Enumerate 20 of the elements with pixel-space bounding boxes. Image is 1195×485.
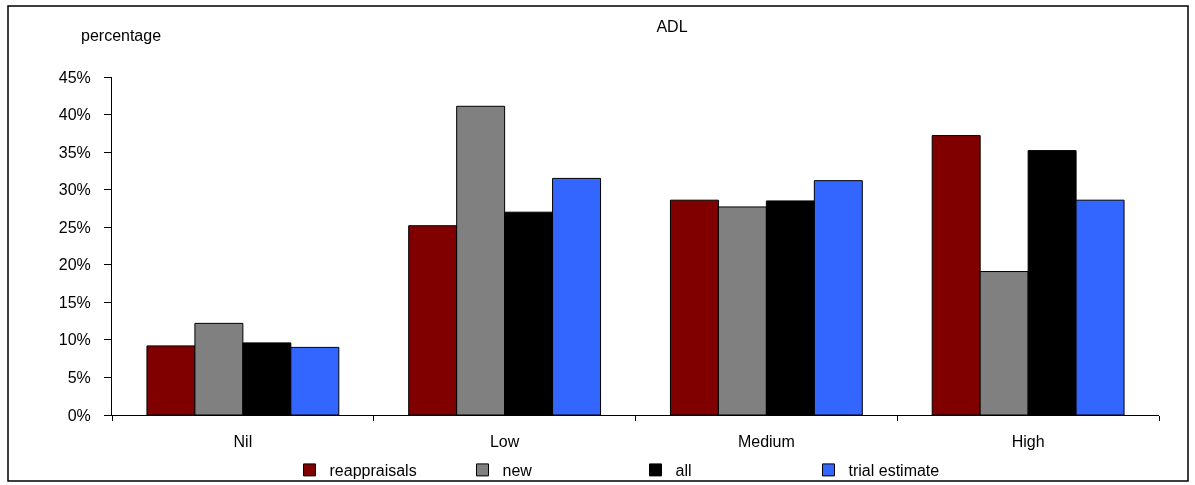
y-tick-label: 30% [58,181,91,199]
y-tick-label: 0% [67,406,91,424]
y-axis-title: percentage [81,27,162,44]
y-tick-label: 5% [67,369,91,387]
legend-label: reappraisals [329,462,417,480]
y-tick-label: 45% [58,68,91,86]
y-tick-label: 10% [58,331,91,349]
chart-title: ADL [656,17,688,35]
x-tick-label: High [1011,433,1045,451]
y-tick-label: 40% [58,106,91,124]
legend-label: new [502,462,533,480]
y-tick-label: 35% [58,143,91,161]
y-tick-label: 25% [58,218,91,236]
legend-label: all [675,462,692,480]
x-tick-label: Medium [737,433,795,451]
y-tick-label: 15% [58,293,91,311]
x-tick-label: Low [489,433,520,451]
x-tick-label: Nil [233,433,253,451]
legend-label: trial estimate [848,462,940,480]
y-tick-label: 20% [58,256,91,274]
